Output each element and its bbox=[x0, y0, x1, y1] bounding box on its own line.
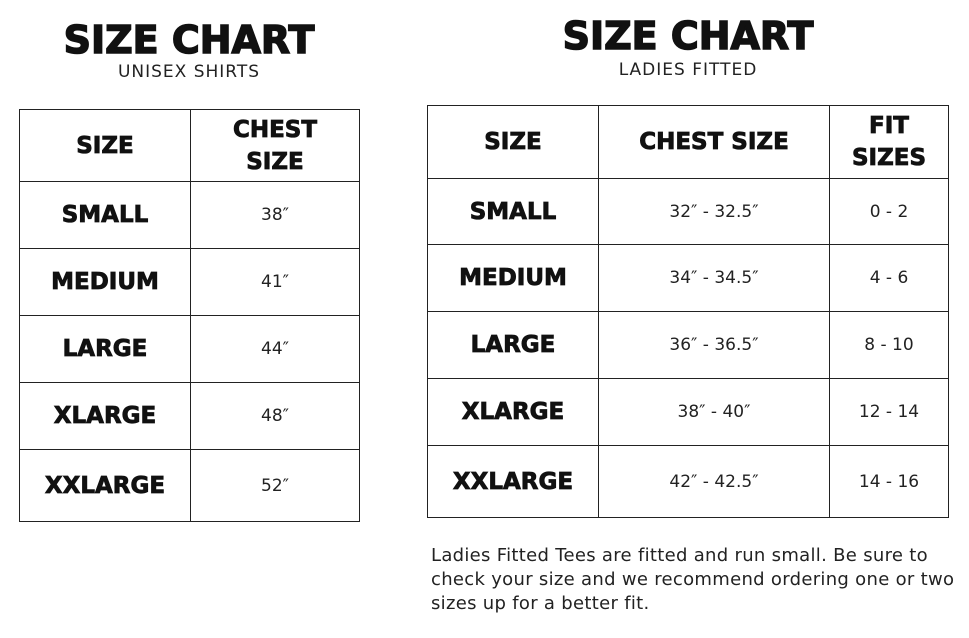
chest-cell: 44″ bbox=[190, 315, 360, 383]
table-header-row: SIZE CHEST SIZE FIT SIZES bbox=[427, 105, 949, 179]
unisex-title: SIZE CHART bbox=[63, 18, 315, 62]
chest-cell: 38″ - 40″ bbox=[598, 378, 830, 446]
table-row: XXLARGE 42″ - 42.5″ 14 - 16 bbox=[427, 445, 949, 518]
unisex-size-table: SIZE CHEST SIZE SMALL 38″ MEDIUM 41″ LARGE… bbox=[19, 109, 360, 522]
table-row: LARGE 44″ bbox=[19, 315, 360, 383]
header-fit-sizes: FIT SIZES bbox=[829, 105, 949, 179]
size-cell: XXLARGE bbox=[427, 445, 599, 518]
size-cell: LARGE bbox=[427, 311, 599, 379]
header-chest-size: CHEST SIZE bbox=[598, 105, 830, 179]
size-cell: MEDIUM bbox=[19, 248, 191, 316]
chest-cell: 36″ - 36.5″ bbox=[598, 311, 830, 379]
fit-cell: 0 - 2 bbox=[829, 178, 949, 245]
size-cell: XLARGE bbox=[427, 378, 599, 446]
size-cell: LARGE bbox=[19, 315, 191, 383]
table-row: MEDIUM 34″ - 34.5″ 4 - 6 bbox=[427, 244, 949, 312]
fit-cell: 14 - 16 bbox=[829, 445, 949, 518]
chest-cell: 52″ bbox=[190, 449, 360, 522]
fit-cell: 4 - 6 bbox=[829, 244, 949, 312]
fit-cell: 12 - 14 bbox=[829, 378, 949, 446]
table-header-row: SIZE CHEST SIZE bbox=[19, 109, 360, 182]
ladies-size-table: SIZE CHEST SIZE FIT SIZES SMALL 32″ - 32.… bbox=[427, 105, 949, 518]
table-row: XLARGE 38″ - 40″ 12 - 14 bbox=[427, 378, 949, 446]
chest-cell: 41″ bbox=[190, 248, 360, 316]
header-size: SIZE bbox=[427, 105, 599, 179]
fit-cell: 8 - 10 bbox=[829, 311, 949, 379]
table-row: LARGE 36″ - 36.5″ 8 - 10 bbox=[427, 311, 949, 379]
chest-cell: 38″ bbox=[190, 181, 360, 249]
table-row: SMALL 32″ - 32.5″ 0 - 2 bbox=[427, 178, 949, 245]
ladies-fit-note: Ladies Fitted Tees are fitted and run sm… bbox=[431, 545, 955, 614]
ladies-title: SIZE CHART bbox=[562, 14, 814, 58]
ladies-subtitle: LADIES FITTED bbox=[618, 60, 758, 80]
size-cell: SMALL bbox=[427, 178, 599, 245]
table-row: MEDIUM 41″ bbox=[19, 248, 360, 316]
size-cell: XXLARGE bbox=[19, 449, 191, 522]
size-cell: SMALL bbox=[19, 181, 191, 249]
table-row: SMALL 38″ bbox=[19, 181, 360, 249]
size-cell: XLARGE bbox=[19, 382, 191, 450]
header-chest-size: CHEST SIZE bbox=[190, 109, 360, 182]
table-row: XXLARGE 52″ bbox=[19, 449, 360, 522]
chest-cell: 42″ - 42.5″ bbox=[598, 445, 830, 518]
chest-cell: 32″ - 32.5″ bbox=[598, 178, 830, 245]
chest-cell: 34″ - 34.5″ bbox=[598, 244, 830, 312]
chest-cell: 48″ bbox=[190, 382, 360, 450]
unisex-subtitle: UNISEX SHIRTS bbox=[117, 62, 261, 82]
header-size: SIZE bbox=[19, 109, 191, 182]
size-cell: MEDIUM bbox=[427, 244, 599, 312]
table-row: XLARGE 48″ bbox=[19, 382, 360, 450]
